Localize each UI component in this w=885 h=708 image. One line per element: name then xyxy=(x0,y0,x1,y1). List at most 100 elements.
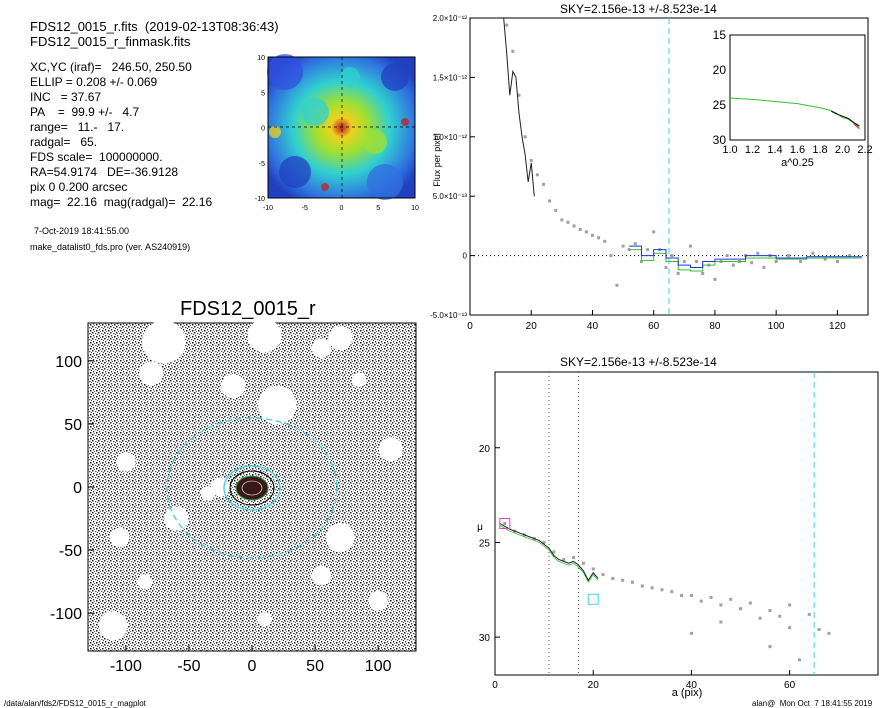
inset-xtick: 1.4 xyxy=(767,144,782,156)
mask-circle xyxy=(109,527,130,548)
mu-point xyxy=(719,603,723,607)
galaxy-core xyxy=(235,475,269,501)
image-title: FDS12_0015_r xyxy=(180,298,316,320)
mu-point xyxy=(788,626,792,630)
heatmap-ytick: 5 xyxy=(261,90,265,97)
param-range: range= 11.- 17. xyxy=(30,120,125,134)
mu-point xyxy=(591,567,595,571)
header-maskname: FDS12_0015_r_finmask.fits xyxy=(30,34,191,49)
flux-xtick: 60 xyxy=(648,321,660,330)
inner-ellipse-cyan xyxy=(223,465,281,511)
flux-point xyxy=(774,260,778,264)
param-pix: pix 0 0.200 arcsec xyxy=(30,180,128,194)
mu-point xyxy=(562,557,566,561)
footer-user: alan@ Mon Oct 7 18:41:55 2019 xyxy=(752,699,873,708)
mu-point xyxy=(827,631,831,635)
heatmap-area xyxy=(267,54,415,200)
inset-xtick: 1.2 xyxy=(745,144,760,156)
heatmap-ytick: -10 xyxy=(255,196,265,203)
flux-xtick: 120 xyxy=(829,321,846,330)
image-ytick: -50 xyxy=(59,543,82,560)
mask-circle xyxy=(368,590,388,611)
flux-point xyxy=(695,260,699,264)
mu-point xyxy=(788,603,792,607)
flux-ytick: 2.0×10⁻¹² xyxy=(433,14,468,23)
param-xcyc: XC,YC (iraf)= 246.50, 250.50 xyxy=(30,60,192,74)
mask-circle xyxy=(325,523,355,552)
heatmap-blob xyxy=(367,164,403,200)
inset-green-line xyxy=(729,97,860,128)
inset-ytick: 25 xyxy=(713,98,727,112)
mu-ytick: 30 xyxy=(479,633,491,644)
image-frame xyxy=(87,320,417,652)
param-pa: PA = 99.9 +/- 4.7 xyxy=(30,105,140,119)
mu-point xyxy=(768,645,772,649)
heatmap-blob xyxy=(401,118,409,126)
flux-point xyxy=(756,251,760,255)
flux-point xyxy=(725,254,729,258)
flux-point xyxy=(597,236,601,240)
inner-ellipse-black xyxy=(229,470,275,506)
image-ytick: 100 xyxy=(55,354,82,371)
heatmap-blob xyxy=(279,156,311,188)
inset-black-line xyxy=(831,110,860,127)
flux-ytick: 5.0×10⁻¹³ xyxy=(433,192,468,201)
flux-point xyxy=(584,230,588,234)
flux-point xyxy=(646,248,650,252)
flux-point xyxy=(639,260,643,264)
flux-point xyxy=(511,49,515,53)
image-ytick: -100 xyxy=(50,606,82,623)
flux-xtick: 0 xyxy=(467,321,473,330)
mu-point xyxy=(621,578,625,582)
heatmap-xtick: 0 xyxy=(340,205,344,212)
mu-point xyxy=(650,586,654,590)
mu-xtick: 20 xyxy=(588,680,600,691)
mu-point xyxy=(552,550,556,554)
mask-circle xyxy=(221,374,246,399)
inset-xtick: 2.2 xyxy=(857,144,872,156)
mu-xtick: 0 xyxy=(492,680,498,691)
mu-xtick: 60 xyxy=(784,680,796,691)
mu-point xyxy=(709,595,713,599)
mu-point xyxy=(729,597,733,601)
mu-point xyxy=(572,556,576,560)
mu-frame xyxy=(494,371,879,676)
param-fds-scale: FDS scale= 100000000. xyxy=(30,150,163,164)
flux-point xyxy=(762,265,766,269)
flux-plot-title: SKY=2.156e-13 +/-8.523e-14 xyxy=(560,2,717,16)
flux-point xyxy=(529,159,533,163)
heatmap-ytick: 0 xyxy=(261,126,265,133)
mu-point xyxy=(689,631,693,635)
flux-point xyxy=(823,257,827,261)
heatmap-xtick: 5 xyxy=(376,205,380,212)
flux-point xyxy=(676,271,680,275)
mu-point xyxy=(640,584,644,588)
mask-circle xyxy=(98,611,128,641)
heatmap-frame xyxy=(267,56,416,199)
date-line: 7-Oct-2019 18:41:55.00 xyxy=(34,226,130,236)
flux-point xyxy=(664,265,668,269)
heatmap-xtick: 10 xyxy=(411,205,419,212)
flux-point xyxy=(750,261,754,265)
mask-circle xyxy=(257,612,272,627)
mu-point xyxy=(601,573,605,577)
mask-circle xyxy=(328,326,353,351)
image-xtick: -100 xyxy=(110,658,142,675)
image-xtick: 100 xyxy=(365,658,392,675)
flux-xtick: 80 xyxy=(709,321,721,330)
program-line: make_datalist0_fds.pro (ver. AS240919) xyxy=(30,242,191,252)
mu-point xyxy=(758,616,762,620)
mu-point xyxy=(680,593,684,597)
param-ellip: ELLIP = 0.208 +/- 0.069 xyxy=(30,75,158,89)
mu-point xyxy=(660,588,664,592)
flux-point xyxy=(541,182,545,186)
heatmap-blob xyxy=(269,126,281,138)
mu-point xyxy=(581,561,585,565)
heatmap-ytick: -5 xyxy=(259,161,265,168)
inset-red-line xyxy=(853,123,860,130)
flux-point xyxy=(590,233,594,237)
mask-circle xyxy=(258,385,297,425)
mu-ylabel: μ xyxy=(477,522,483,533)
mu-point xyxy=(797,658,801,662)
flux-point xyxy=(688,244,692,248)
